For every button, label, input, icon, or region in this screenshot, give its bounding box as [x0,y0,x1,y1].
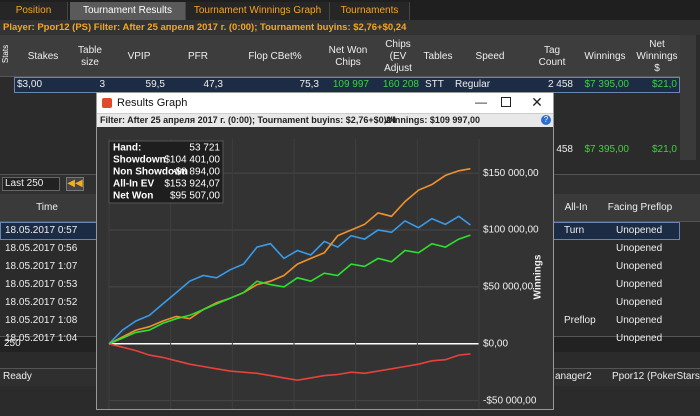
tab[interactable]: Position [0,2,68,20]
y-tick-label: $150 000,00 [483,168,539,179]
legend-value: -$8 894,00 [172,167,220,178]
hand-count: 250 [4,338,21,349]
cell: 109 997 [332,79,369,90]
summary-label: Hand: [113,143,141,154]
cell: Unopened [616,333,663,344]
scrollbar [680,35,696,160]
y-tick-label: $50 000,00 [483,282,533,293]
range-label[interactable]: Last 250 [5,178,44,189]
cell: 75,3 [299,79,319,90]
cell: Unopened [616,225,663,236]
column-header[interactable]: Winnings [584,51,626,62]
side-label: Stats [1,44,10,64]
cell: $7 395,00 [584,144,630,155]
column-header[interactable]: Net Winnings $ [636,39,678,74]
series-line [108,215,471,345]
cell: Unopened [616,243,663,254]
column-header[interactable]: Speed [475,51,505,62]
cell: Preflop [564,315,596,326]
cell: Unopened [616,279,663,290]
results-graph-dialog: — ✕ ? -$50 000,00 $0,00 $50 000,00 $100 000… [96,92,554,410]
status-player: Ppor12 (PokerStars) [612,371,700,382]
column-header[interactable]: Flop CBet% [248,51,302,62]
dialog-icon [102,98,112,108]
column-header[interactable]: Time [36,202,58,213]
legend-label: All-In EV [113,179,154,190]
cell: Unopened [616,261,663,272]
tab[interactable]: Tournaments [330,2,410,20]
cell: STT [425,79,444,90]
cell: 160 208 [382,79,419,90]
cell: 18.05.2017 0:52 [5,297,78,308]
column-header[interactable]: Stakes [27,51,59,62]
column-header[interactable]: Tables [423,51,453,62]
cell: 18.05.2017 1:04 [5,333,78,344]
cell: 18.05.2017 0:57 [5,225,78,236]
results-chart: -$50 000,00 $0,00 $50 000,00 $100 000,00 $15… [108,139,544,409]
status-text: anager2 [555,371,592,382]
legend-label: Net Won [113,191,153,202]
cell: 18.05.2017 1:07 [5,261,78,272]
cell: 3 [99,79,105,90]
cell: Turn [564,225,585,236]
legend-label: Non Showdown [113,167,188,178]
dialog-winnings: Winnings: $109 997,00 [384,115,480,125]
column-header[interactable]: Tag Count [538,45,566,68]
cell: 47,3 [203,79,223,90]
dialog-filter-bg [97,113,553,127]
cell: Regular [455,79,491,90]
cell: 59,5 [145,79,165,90]
cell: Unopened [616,297,663,308]
series-line [108,234,471,345]
nav-button[interactable]: ◀◀ [66,177,84,191]
series-line [108,167,471,345]
status-text: Ready [3,371,32,382]
legend-label: Showdown [113,155,166,166]
y-tick-label: $100 000,00 [483,225,539,236]
cell: $3,00 [17,79,43,90]
column-header[interactable]: PFR [188,51,208,62]
column-header[interactable]: VPIP [127,51,151,62]
legend-value: $104 401,00 [164,155,220,166]
minimize-button[interactable]: — [475,95,487,109]
table-header-bg [0,35,680,77]
cell: 18.05.2017 0:56 [5,243,78,254]
tab[interactable]: Tournament Winnings Graph [186,2,330,20]
legend-value: $153 924,07 [164,179,220,190]
cell: 458 [556,144,573,155]
column-header[interactable]: Facing Preflop [607,202,673,213]
y-tick-label: $0,00 [483,338,508,349]
dialog-title: Results Graph [117,97,188,109]
cell: $21,0 [651,144,677,155]
column-header[interactable]: Net Won Chips [328,45,368,68]
cell: $7 395,00 [584,79,630,90]
filter-text: Player: Ppor12 (PS) Filter: After 25 апр… [3,22,407,33]
y-tick-label: -$50 000,00 [483,395,537,406]
close-button[interactable]: ✕ [531,94,543,110]
filter-strip [0,20,700,35]
help-icon[interactable]: ? [541,115,551,125]
cell: 2 458 [547,79,573,90]
range-dropdown[interactable] [2,177,60,191]
y-axis-title: Winnings [533,254,544,299]
maximize-button[interactable] [501,97,511,107]
column-header[interactable]: All-In [564,202,588,213]
dialog-filter: Filter: After 25 апреля 2017 г. (0:00); … [100,115,397,125]
column-header[interactable]: Chips (EV Adjust [384,39,412,74]
cell: 18.05.2017 1:08 [5,315,78,326]
summary-value: 53 721 [189,143,220,154]
summary-box [108,140,224,204]
cell: 18.05.2017 0:53 [5,279,78,290]
cell: Unopened [616,315,663,326]
tab[interactable]: Tournament Results [70,2,186,20]
column-header[interactable]: Table size [78,45,102,68]
cell: $21,0 [651,79,677,90]
series-line [108,343,471,382]
legend-value: $95 507,00 [170,191,220,202]
